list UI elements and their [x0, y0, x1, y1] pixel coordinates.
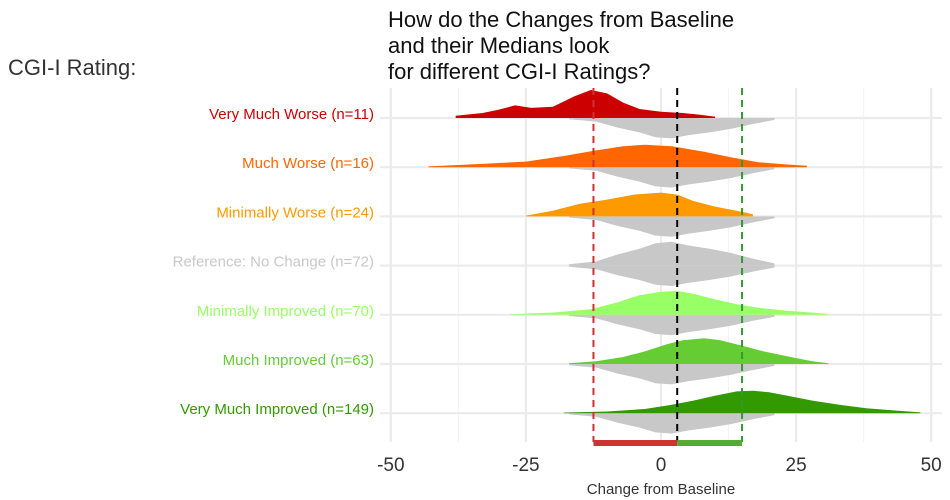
median-bar-1: [677, 440, 743, 446]
chart-title-line-3: for different CGI-I Ratings?: [388, 59, 651, 84]
reference-ridge-3: [569, 265, 775, 286]
ridge-2: [525, 192, 753, 217]
category-label-5: Much Improved (n=63): [223, 352, 374, 369]
median-bar-0: [593, 440, 678, 446]
x-tick-3: 25: [786, 455, 807, 476]
ridge-1: [428, 144, 807, 168]
x-tick-2: 0: [656, 455, 667, 476]
ridge-0: [455, 90, 715, 118]
y-heading: CGI-I Rating:: [8, 55, 136, 80]
reference-ridge-5: [569, 364, 775, 385]
category-label-0: Very Much Worse (n=11): [209, 106, 374, 123]
chart-title-line-1: How do the Changes from Baseline: [388, 7, 734, 32]
reference-ridge-4: [569, 314, 775, 336]
reference-ridge-0: [569, 118, 775, 139]
x-tick-1: -25: [512, 455, 539, 476]
category-label-1: Much Worse (n=16): [242, 155, 374, 172]
category-label-4: Minimally Improved (n=70): [197, 303, 374, 320]
category-label-3: Reference: No Change (n=72): [173, 254, 374, 271]
category-label-2: Minimally Worse (n=24): [216, 204, 374, 221]
median-bars: [593, 440, 743, 446]
category-labels: Very Much Worse (n=11) Much Worse (n=16) M…: [173, 106, 374, 418]
reference-ridge-1: [569, 167, 775, 188]
reference-ridge-2: [569, 216, 775, 237]
x-axis-title: Change from Baseline: [587, 481, 735, 498]
ridge-4: [509, 291, 829, 315]
x-tick-labels: -50 -25 0 25 50: [377, 455, 942, 476]
median-lines: [592, 88, 744, 442]
ridges: [428, 90, 921, 434]
ridge-3: [569, 241, 775, 266]
x-tick-4: 50: [921, 455, 942, 476]
reference-ridge-6: [569, 413, 775, 434]
category-label-6: Very Much Improved (n=149): [180, 401, 374, 418]
ridge-5: [569, 338, 829, 364]
chart-title-line-2: and their Medians look: [388, 33, 610, 58]
x-tick-0: -50: [377, 455, 404, 476]
